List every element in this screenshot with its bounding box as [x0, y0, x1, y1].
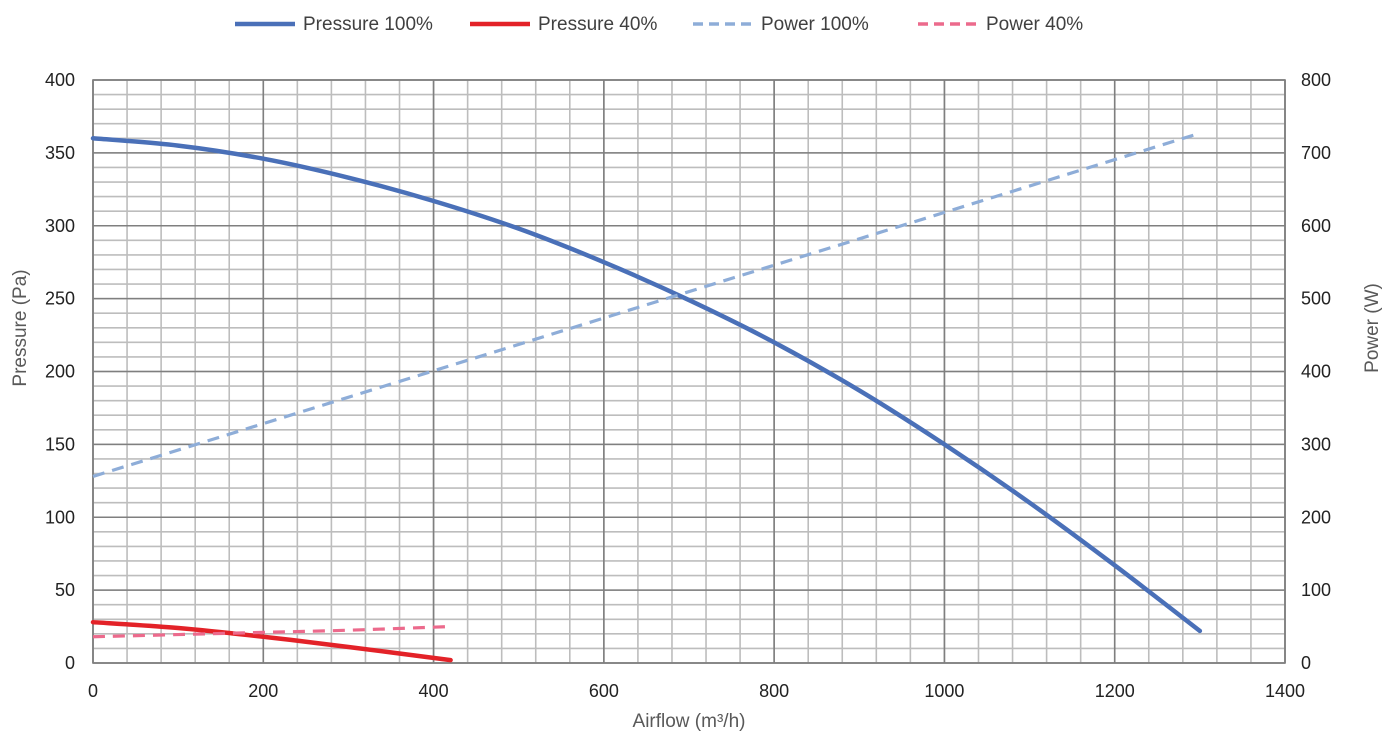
series-line-3 — [92, 131, 1201, 478]
y-tick-label: 350 — [45, 143, 75, 163]
y2-tick-label: 400 — [1301, 362, 1331, 382]
y-tick-label: 400 — [45, 70, 75, 90]
series-line-1 — [90, 136, 1203, 634]
series-line-2 — [90, 619, 453, 663]
y-tick-label: 200 — [45, 362, 75, 382]
y2-tick-label: 500 — [1301, 289, 1331, 309]
x-tick-label: 400 — [419, 681, 449, 701]
y2-tick-label: 800 — [1301, 70, 1331, 90]
y-tick-label: 250 — [45, 289, 75, 309]
legend-label-1: Pressure 100% — [303, 14, 433, 35]
legend-label-3: Power 100% — [761, 14, 869, 35]
y-tick-label: 50 — [55, 580, 75, 600]
major-gridlines — [92, 79, 1286, 664]
tick-labels: 0 200 400 600 800 1000 1200 1400050100150200250… — [45, 70, 1331, 701]
y-tick-label: 150 — [45, 434, 75, 454]
legend-label-2: Pressure 40% — [538, 14, 657, 35]
x-tick-label: 1000 — [924, 681, 964, 701]
x-tick-label: 0 — [88, 681, 98, 701]
plot-border — [92, 79, 1286, 664]
y-tick-label: 100 — [45, 507, 75, 527]
y-tick-label: 300 — [45, 216, 75, 236]
legend-label-4: Power 40% — [986, 14, 1083, 35]
y2-axis-title: Power (W) — [1362, 283, 1383, 373]
legend: Pressure 100% Pressure 40% Power 100% Power… — [235, 14, 1083, 35]
x-tick-label: 1400 — [1265, 681, 1305, 701]
y-tick-label: 0 — [65, 653, 75, 673]
y-axis-title: Pressure (Pa) — [10, 269, 31, 386]
series-layer — [90, 131, 1203, 663]
y2-tick-label: 300 — [1301, 434, 1331, 454]
x-tick-label: 600 — [589, 681, 619, 701]
y2-tick-label: 600 — [1301, 216, 1331, 236]
x-tick-label: 1200 — [1095, 681, 1135, 701]
x-tick-label: 800 — [759, 681, 789, 701]
y2-tick-label: 200 — [1301, 507, 1331, 527]
y2-tick-label: 0 — [1301, 653, 1311, 673]
x-tick-label: 200 — [248, 681, 278, 701]
y2-tick-label: 700 — [1301, 143, 1331, 163]
y2-tick-label: 100 — [1301, 580, 1331, 600]
x-axis-title: Airflow (m³/h) — [633, 711, 746, 732]
series-line-4 — [92, 624, 451, 639]
